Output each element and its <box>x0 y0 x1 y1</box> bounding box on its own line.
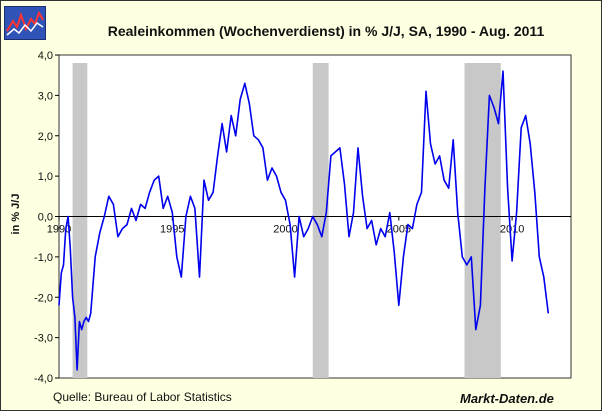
y-tick-label-5: 1,0 <box>38 171 53 183</box>
brand-label: Markt-Daten.de <box>460 391 554 406</box>
x-tick-label-1: 1995 <box>160 224 184 236</box>
recession-band-2 <box>464 63 501 378</box>
y-tick-label-3: -1,0 <box>34 252 53 264</box>
x-tick-label-4: 2010 <box>500 224 524 236</box>
y-tick-label-8: 4,0 <box>38 50 53 62</box>
y-tick-label-6: 2,0 <box>38 131 53 143</box>
recession-band-0 <box>72 63 88 378</box>
x-tick-label-2: 2000 <box>273 224 297 236</box>
recession-band-1 <box>312 63 329 378</box>
chart-title: Realeinkommen (Wochenverdienst) in % J/J… <box>107 23 545 39</box>
source-note: Quelle: Bureau of Labor Statistics <box>53 390 232 404</box>
logo-icon <box>4 6 46 40</box>
y-tick-label-2: -2,0 <box>34 292 53 304</box>
y-tick-label-1: -3,0 <box>34 333 53 345</box>
x-tick-label-0: 1990 <box>47 224 71 236</box>
y-tick-label-7: 3,0 <box>38 90 53 102</box>
y-tick-label-4: 0,0 <box>38 212 53 224</box>
y-tick-label-0: -4,0 <box>34 373 53 385</box>
series-line-realeinkommen <box>58 70 550 371</box>
